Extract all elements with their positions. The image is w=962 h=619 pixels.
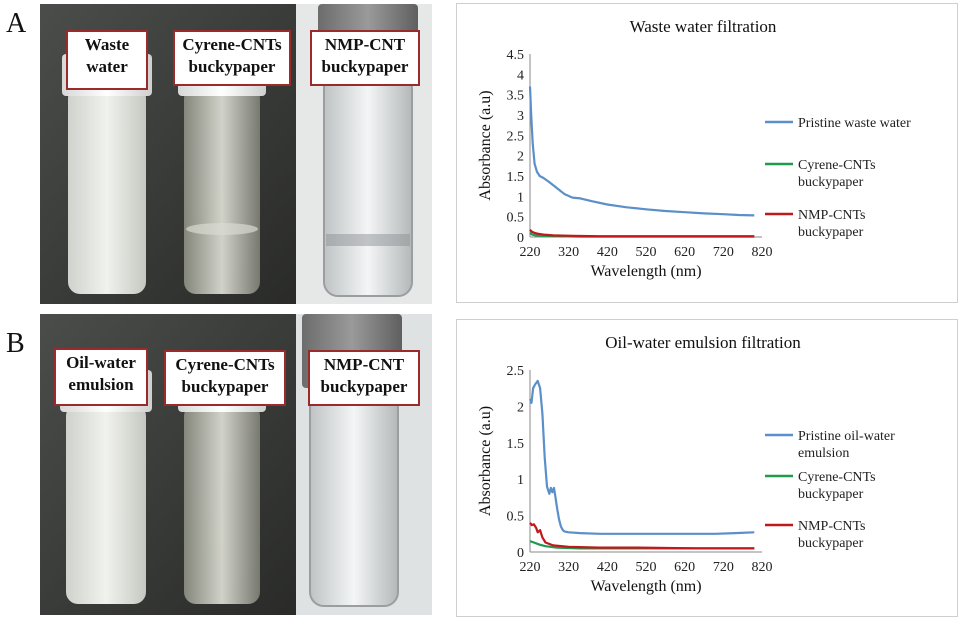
legend-label-2: buckypaper [798,487,864,502]
legend-label-2: Cyrene-CNTs [798,158,876,173]
vial-label-line: Cyrene-CNTs [182,35,282,54]
y-axis-label: Absorbance (a.u) [477,406,494,516]
y-tick-label: 0.5 [507,211,525,226]
x-tick-label: 620 [674,245,695,260]
y-tick-label: 1 [517,473,524,488]
y-tick-label: 2.5 [507,129,525,144]
vial-label-cyrene-cnts-b: Cyrene-CNTs buckypaper [164,350,286,406]
x-tick-label: 720 [713,245,734,260]
x-tick-label: 720 [713,560,734,575]
chart-waste-water-svg: Waste water filtration 0 0.5 1 1.5 2 2.5 3 3.5 4 4… [477,17,911,280]
series-line-1 [528,379,755,535]
chart-waste-water: Waste water filtration 0 0.5 1 1.5 2 2.5 3 3.5 4 4… [456,3,958,303]
vial-label-waste-water: Waste water [66,30,148,90]
vial-label-line: NMP-CNT [323,355,405,374]
chart-oil-water-svg: Oil-water emulsion filtration 0 0.5 1 1.5 2 2.… [477,333,895,595]
legend-label-1: emulsion [798,446,849,461]
x-tick-label: 820 [752,560,773,575]
vial-label-line: buckypaper [321,57,409,76]
vial-label-oil-water-emulsion: Oil-water emulsion [54,348,148,406]
chart-title: Oil-water emulsion filtration [605,333,801,352]
x-tick-label: 220 [520,560,541,575]
x-tick-label: 520 [636,560,657,575]
y-tick-label: 2 [517,150,524,165]
x-tick-label: 320 [558,245,579,260]
x-tick-label: 320 [558,560,579,575]
x-tick-label: 420 [597,560,618,575]
vial-label-cyrene-cnts-a: Cyrene-CNTs buckypaper [173,30,291,86]
vial-label-line: buckypaper [188,57,276,76]
vial-label-nmp-cnt-b: NMP-CNT buckypaper [308,350,420,406]
y-tick-label: 4.5 [507,48,525,63]
legend-label-3: buckypaper [798,536,864,551]
x-axis-label: Wavelength (nm) [590,263,701,280]
x-tick-label: 420 [597,245,618,260]
y-tick-label: 1 [517,190,524,205]
vial-label-line: emulsion [68,375,134,394]
chart-title: Waste water filtration [630,17,777,36]
y-tick-label: 0 [517,231,524,246]
vial-photo-a: Waste water Cyrene-CNTs buckypaper NMP-C… [40,4,432,304]
legend-label-1: Pristine waste water [798,116,911,131]
y-tick-label: 0.5 [507,510,525,525]
series-line-3 [529,522,755,550]
vial-label-line: buckypaper [181,377,269,396]
legend-label-3: buckypaper [798,225,864,240]
x-tick-label: 520 [636,245,657,260]
x-axis-label: Wavelength (nm) [590,578,701,595]
x-tick-label: 220 [520,245,541,260]
x-tick-label: 820 [752,245,773,260]
vial-label-nmp-cnt-a: NMP-CNT buckypaper [310,30,420,86]
x-tick-label: 620 [674,560,695,575]
vial-label-line: water [86,57,128,76]
panel-letter-b: B [6,328,25,359]
y-tick-label: 0 [517,546,524,561]
legend-label-3: NMP-CNTs [798,519,865,534]
y-tick-label: 1.5 [507,437,525,452]
y-tick-label: 1.5 [507,170,525,185]
y-axis-label: Absorbance (a.u) [477,90,494,200]
legend-label-2: buckypaper [798,175,864,190]
chart-oil-water: Oil-water emulsion filtration 0 0.5 1 1.5 2 2.… [456,319,958,617]
legend-label-1: Pristine oil-water [798,429,895,444]
panel-letter-a: A [6,8,27,39]
vial-label-line: Oil-water [66,353,136,372]
y-tick-label: 3 [517,109,524,124]
vial-label-line: buckypaper [320,377,408,396]
vial-label-line: Cyrene-CNTs [175,355,275,374]
legend-label-2: Cyrene-CNTs [798,470,876,485]
vial-label-line: NMP-CNT [324,35,406,54]
legend-label-3: NMP-CNTs [798,208,865,223]
y-tick-label: 4 [517,68,524,83]
vial-photo-b: Oil-water emulsion Cyrene-CNTs buckypape… [40,314,432,615]
series-line-1 [528,86,755,217]
y-tick-label: 2.5 [507,364,525,379]
y-tick-label: 2 [517,400,524,415]
series-line-3 [529,228,755,238]
vial-label-line: Waste [84,35,130,54]
y-tick-label: 3.5 [507,89,525,104]
